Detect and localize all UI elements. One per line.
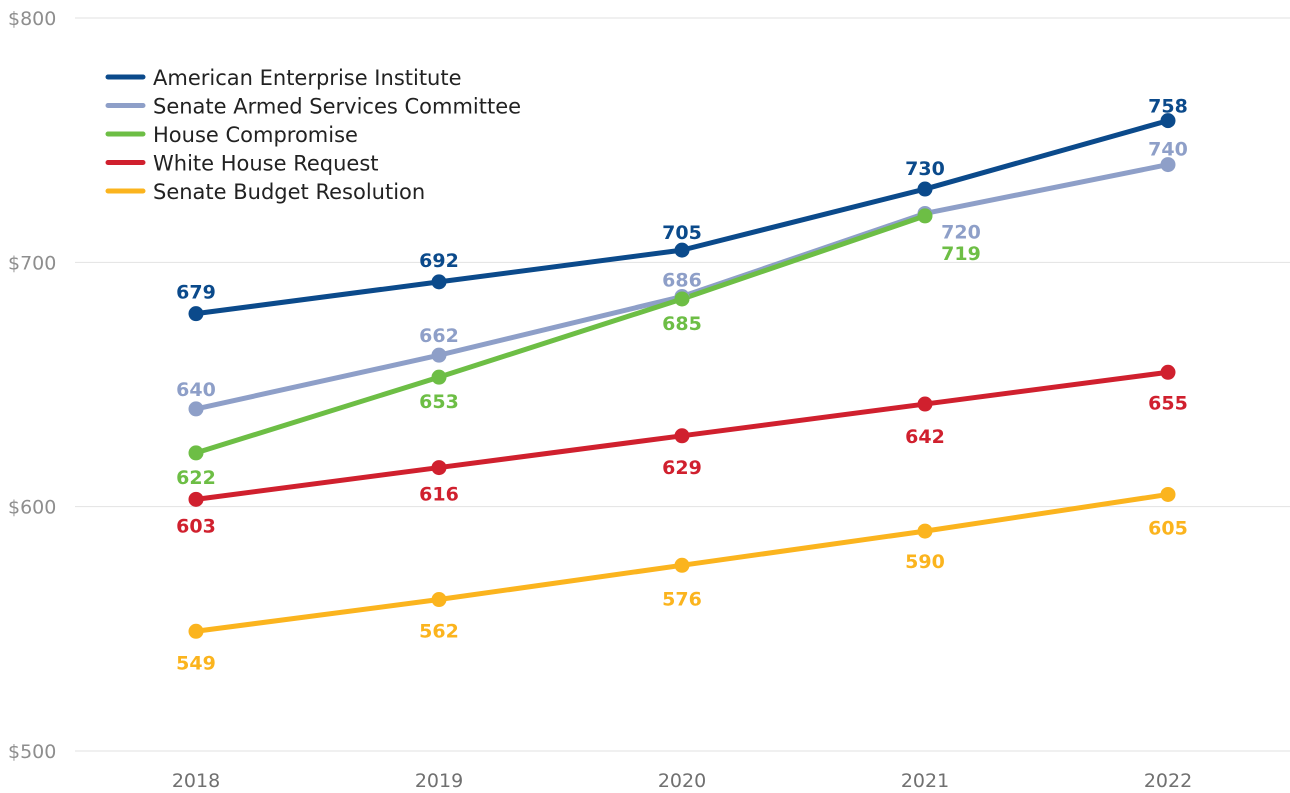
- x-tick-label: 2019: [415, 770, 463, 792]
- data-label: 686: [662, 270, 702, 292]
- legend-label: Senate Budget Resolution: [153, 180, 425, 204]
- data-point: [431, 274, 447, 290]
- data-label: 740: [1148, 139, 1188, 161]
- data-label: 562: [419, 621, 459, 643]
- data-point: [674, 291, 690, 307]
- data-label: 685: [662, 313, 702, 335]
- data-point: [917, 523, 933, 539]
- y-tick-label: $700: [8, 252, 56, 274]
- data-point: [431, 347, 447, 363]
- y-tick-label: $600: [8, 497, 56, 519]
- data-label: 679: [176, 282, 216, 304]
- data-point: [674, 428, 690, 444]
- data-label: 653: [419, 391, 459, 413]
- data-label: 629: [662, 457, 702, 479]
- data-point: [188, 306, 204, 322]
- data-label: 640: [176, 379, 216, 401]
- data-label: 720: [941, 221, 981, 243]
- data-label: 662: [419, 325, 459, 347]
- y-tick-label: $500: [8, 741, 56, 763]
- legend: American Enterprise Institute Senate Arme…: [105, 66, 521, 204]
- data-point: [188, 491, 204, 507]
- data-point: [431, 460, 447, 476]
- data-point: [431, 592, 447, 608]
- data-point: [431, 369, 447, 385]
- data-point: [917, 208, 933, 224]
- x-tick-label: 2022: [1144, 770, 1192, 792]
- data-point: [917, 396, 933, 412]
- data-label: 705: [662, 222, 702, 244]
- data-point: [674, 557, 690, 573]
- data-point: [1160, 113, 1176, 129]
- x-tick-label: 2020: [658, 770, 706, 792]
- data-label: 642: [905, 426, 945, 448]
- data-point: [188, 401, 204, 417]
- y-axis: $500 $600 $700 $800: [8, 8, 56, 763]
- data-point: [1160, 486, 1176, 502]
- data-label: 549: [176, 652, 216, 674]
- data-label: 605: [1148, 517, 1188, 539]
- legend-label: White House Request: [153, 152, 379, 176]
- series-line-2: [193, 213, 928, 456]
- legend-label: House Compromise: [153, 123, 358, 147]
- data-label: 719: [941, 243, 981, 265]
- data-label: 730: [905, 158, 945, 180]
- data-point: [674, 242, 690, 258]
- data-labels: 679 692 705 730 758 640 662 686 720 740 622 653 685 7…: [176, 96, 1188, 675]
- legend-label: American Enterprise Institute: [153, 66, 462, 90]
- y-tick-label: $800: [8, 8, 56, 30]
- x-tick-label: 2018: [172, 770, 220, 792]
- data-label: 655: [1148, 392, 1188, 414]
- data-label: 590: [905, 551, 945, 573]
- data-label: 622: [176, 467, 216, 489]
- data-point: [917, 181, 933, 197]
- data-point: [1160, 364, 1176, 380]
- x-axis: 2018 2019 2020 2021 2022: [172, 770, 1192, 792]
- data-label: 603: [176, 515, 216, 537]
- data-label: 576: [662, 588, 702, 610]
- data-point: [1160, 157, 1176, 173]
- legend-label: Senate Armed Services Committee: [153, 95, 521, 119]
- data-point: [188, 623, 204, 639]
- data-point: [188, 445, 204, 461]
- series-points: [188, 113, 1176, 639]
- data-label: 616: [419, 484, 459, 506]
- data-label: 758: [1148, 96, 1188, 118]
- data-label: 692: [419, 250, 459, 272]
- x-tick-label: 2021: [901, 770, 949, 792]
